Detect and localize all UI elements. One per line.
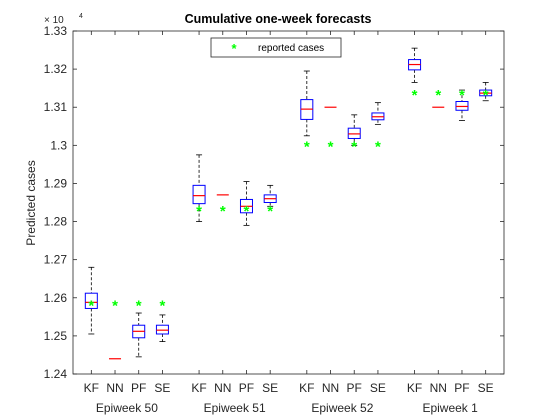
- x-tick-label: KF: [191, 381, 206, 395]
- tick-layer: 1.24 1.25 1.26 1.27 1.28 1.29 1.3 1.31 1.32 1.33 E…: [44, 24, 504, 415]
- reported-marker: *: [244, 203, 250, 220]
- iqr-box: [192, 184, 206, 205]
- box-epiweek-1-se: [479, 82, 493, 102]
- y-tick-label: 1.29: [44, 176, 68, 190]
- group-label: Epiweek 52: [311, 401, 373, 415]
- x-tick-label: PF: [454, 381, 469, 395]
- box-epiweek-50-se: [155, 314, 169, 343]
- x-tick-label: NN: [214, 381, 231, 395]
- plot-layer: * * * * * * * * * * * * * * * *: [84, 47, 493, 360]
- x-tick-label: KF: [407, 381, 422, 395]
- legend-box: [210, 37, 342, 58]
- x-tick-label: KF: [84, 381, 99, 395]
- group-label: Epiweek 51: [204, 401, 266, 415]
- reported-marker: *: [112, 298, 118, 315]
- y-tick-label: 1.31: [44, 100, 68, 114]
- reported-marker: *: [304, 138, 310, 155]
- y-tick-label: 1.32: [44, 62, 68, 76]
- x-tick-label: SE: [154, 381, 170, 395]
- reported-marker: *: [267, 203, 273, 220]
- box-epiweek-1-pf: [455, 89, 469, 121]
- exponent-base: × 10: [44, 15, 64, 26]
- box-epiweek-1-kf: [408, 47, 422, 83]
- reported-marker: *: [160, 298, 166, 315]
- reported-marker: *: [220, 203, 226, 220]
- iqr-box: [84, 292, 98, 309]
- box-epiweek-51-kf: [192, 154, 206, 222]
- box-epiweek-50-pf: [132, 312, 146, 358]
- y-tick-label: 1.3: [50, 138, 67, 152]
- box-epiweek-52-kf: [300, 70, 314, 137]
- x-tick-label: PF: [347, 381, 362, 395]
- group-label: Epiweek 50: [96, 401, 158, 415]
- box-epiweek-50-kf: [84, 266, 98, 335]
- reported-marker: *: [459, 87, 465, 104]
- reported-marker: *: [483, 87, 489, 104]
- x-tick-label: PF: [239, 381, 254, 395]
- y-tick-label: 1.28: [44, 215, 68, 229]
- x-tick-label: SE: [370, 381, 386, 395]
- x-tick-label: NN: [322, 381, 339, 395]
- reported-marker: *: [375, 138, 381, 155]
- legend-marker: *: [231, 41, 237, 56]
- reported-marker: *: [412, 87, 418, 104]
- box-epiweek-52-pf: [347, 114, 361, 146]
- y-tick-label: 1.24: [44, 367, 68, 381]
- reported-marker: *: [196, 203, 202, 220]
- reported-marker: *: [136, 298, 142, 315]
- box-epiweek-51-pf: [239, 181, 253, 226]
- axes-box: [72, 30, 505, 375]
- y-tick-label: 1.26: [44, 291, 68, 305]
- exponent-label: × 10 4: [44, 13, 83, 26]
- exponent-power: 4: [79, 13, 83, 20]
- group-label: Epiweek 1: [422, 401, 478, 415]
- x-tick-label: NN: [430, 381, 447, 395]
- y-tick-label: 1.27: [44, 253, 68, 267]
- y-axis-label: Predicted cases: [24, 160, 38, 245]
- legend-label: reported cases: [258, 43, 324, 54]
- x-tick-label: PF: [131, 381, 146, 395]
- y-tick-label: 1.33: [44, 24, 68, 38]
- y-tick-label: 1.25: [44, 329, 68, 343]
- box-epiweek-51-se: [263, 184, 277, 207]
- reported-marker: *: [351, 138, 357, 155]
- reported-marker: *: [88, 298, 94, 315]
- chart-title: Cumulative one-week forecasts: [185, 12, 372, 26]
- reported-marker: *: [328, 138, 334, 155]
- x-tick-label: SE: [478, 381, 494, 395]
- box-epiweek-52-se: [371, 102, 385, 125]
- reported-marker: *: [435, 87, 441, 104]
- x-tick-label: SE: [262, 381, 278, 395]
- x-tick-label: NN: [106, 381, 123, 395]
- legend: * reported cases: [210, 37, 342, 58]
- x-tick-label: KF: [299, 381, 314, 395]
